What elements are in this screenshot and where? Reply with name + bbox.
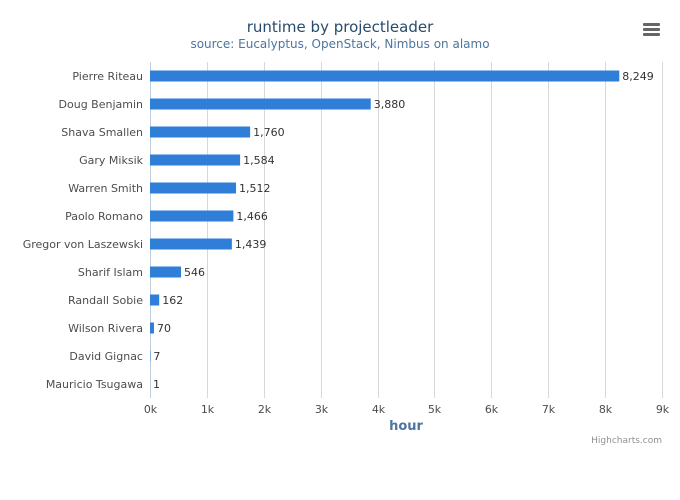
bar[interactable] bbox=[150, 322, 154, 334]
bar[interactable] bbox=[150, 238, 232, 250]
category-label: Mauricio Tsugawa bbox=[46, 378, 143, 391]
x-tick-label: 4k bbox=[372, 403, 386, 416]
chart-title: runtime by projectleader bbox=[247, 18, 434, 36]
bar[interactable] bbox=[150, 126, 251, 138]
export-menu-button[interactable] bbox=[634, 14, 668, 44]
data-label: 1,584 bbox=[243, 154, 275, 167]
data-labels: 8,249 3,880 1,760 1,584 1,512 1,466 1,439 546 16… bbox=[153, 70, 654, 391]
bar[interactable] bbox=[150, 154, 241, 166]
category-label: Gary Miksik bbox=[79, 154, 143, 167]
category-label: Sharif Islam bbox=[78, 266, 143, 279]
x-tick-label: 2k bbox=[258, 403, 272, 416]
bar[interactable] bbox=[150, 182, 237, 194]
data-label: 1,466 bbox=[236, 210, 268, 223]
category-label: Doug Benjamin bbox=[59, 98, 144, 111]
x-tick-label: 9k bbox=[656, 403, 670, 416]
x-tick-label: 6k bbox=[485, 403, 499, 416]
gridlines bbox=[150, 62, 663, 398]
bar[interactable] bbox=[150, 98, 371, 110]
category-labels: Pierre Riteau Doug Benjamin Shava Smallen G… bbox=[23, 70, 144, 391]
chart-subtitle: source: Eucalyptus, OpenStack, Nimbus on… bbox=[190, 37, 489, 51]
data-label: 1 bbox=[153, 378, 160, 391]
x-tick-label: 5k bbox=[428, 403, 442, 416]
data-label: 8,249 bbox=[622, 70, 654, 83]
x-tick-label: 3k bbox=[315, 403, 329, 416]
category-label: Gregor von Laszewski bbox=[23, 238, 143, 251]
category-label: Wilson Rivera bbox=[68, 322, 143, 335]
x-axis-ticks: 0k 1k 2k 3k 4k 5k 6k 7k 8k 9k bbox=[144, 403, 670, 416]
category-label: Pierre Riteau bbox=[72, 70, 143, 83]
credits-link[interactable]: Highcharts.com bbox=[591, 436, 662, 446]
bar[interactable] bbox=[150, 294, 160, 306]
hamburger-menu-icon bbox=[643, 23, 660, 36]
data-label: 3,880 bbox=[374, 98, 406, 111]
bars bbox=[150, 70, 620, 390]
category-label: Shava Smallen bbox=[61, 126, 143, 139]
data-label: 546 bbox=[184, 266, 205, 279]
x-tick-label: 0k bbox=[144, 403, 158, 416]
category-label: David Gignac bbox=[69, 350, 143, 363]
bar[interactable] bbox=[150, 266, 182, 278]
data-label: 1,439 bbox=[235, 238, 266, 251]
data-label: 1,760 bbox=[253, 126, 285, 139]
data-label: 7 bbox=[153, 350, 160, 363]
x-tick-label: 1k bbox=[201, 403, 215, 416]
data-label: 70 bbox=[157, 322, 171, 335]
data-label: 1,512 bbox=[239, 182, 270, 195]
category-label: Paolo Romano bbox=[65, 210, 143, 223]
bar[interactable] bbox=[150, 70, 620, 82]
bar[interactable] bbox=[150, 210, 234, 222]
x-tick-label: 8k bbox=[599, 403, 613, 416]
x-axis-title: hour bbox=[389, 419, 423, 434]
category-label: Warren Smith bbox=[68, 182, 143, 195]
data-label: 162 bbox=[162, 294, 183, 307]
x-tick-label: 7k bbox=[542, 403, 556, 416]
category-label: Randall Sobie bbox=[68, 294, 143, 307]
